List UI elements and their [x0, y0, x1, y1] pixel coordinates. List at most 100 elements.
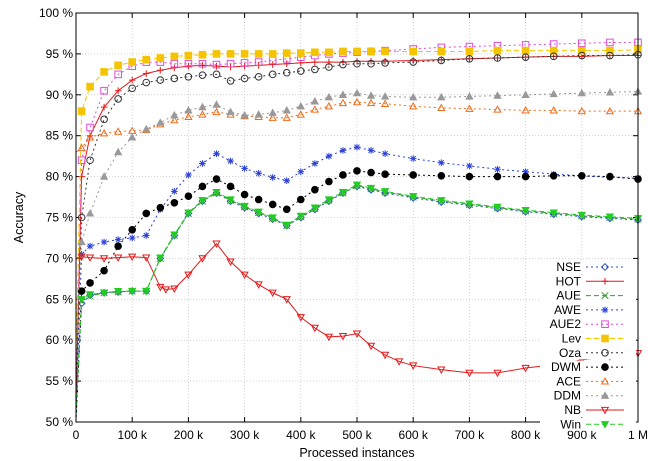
series-aue2-point	[170, 59, 179, 68]
legend-marker-nb	[600, 406, 610, 415]
series-awe-point	[409, 155, 417, 162]
series-win-point	[128, 287, 137, 296]
legend-marker-dwm	[601, 363, 609, 371]
y-tick-label: 70 %	[46, 251, 74, 265]
series-dwm-point	[367, 168, 375, 177]
series-oza-point	[86, 156, 94, 165]
series-lev-point	[226, 50, 235, 58]
series-aue2-point	[114, 70, 122, 79]
series-aue2-point	[100, 86, 108, 95]
series-lev-point	[282, 49, 291, 57]
series-ddm-point	[142, 124, 151, 133]
series-lev-point	[409, 47, 417, 56]
series-ace-point	[409, 101, 418, 110]
series-awe-point	[522, 168, 529, 175]
series-ace-point	[549, 106, 558, 114]
legend-marker-aue2	[601, 320, 609, 328]
x-tick-label: 400 k	[286, 428, 316, 442]
series-awe-point	[367, 147, 375, 154]
series-win-point	[282, 221, 291, 230]
series-hot-point	[185, 62, 192, 70]
series-ddm-point	[268, 108, 277, 116]
series-hot-point	[114, 87, 122, 95]
legend-label-aue: AUE	[556, 289, 581, 303]
series-lev-point	[86, 82, 94, 91]
legend-label-awe: AWE	[554, 303, 581, 317]
legend-marker-win	[600, 421, 610, 429]
series-ddm-point	[212, 100, 221, 108]
legend-label-win: Win	[560, 417, 581, 431]
series-nb-point	[156, 283, 165, 292]
series-hot-point	[466, 55, 473, 63]
legend-marker-nse	[600, 262, 610, 272]
series-win-point	[226, 196, 235, 204]
series-awe-point	[199, 160, 206, 167]
series-ace-point	[282, 113, 291, 121]
legend-label-nb: NB	[564, 403, 581, 417]
series-dwm-point	[353, 167, 361, 175]
x-axis-title: Processed instances	[299, 446, 414, 460]
series-nb-point	[128, 253, 137, 262]
series-hot-point	[199, 62, 206, 69]
series-awe-line	[75, 146, 639, 410]
series-oza-point	[77, 213, 86, 222]
series-win-point	[352, 181, 362, 190]
series-ace-point	[338, 98, 348, 107]
series-awe-point	[283, 177, 291, 184]
series-awe-point	[325, 152, 333, 160]
series-dwm-point	[521, 172, 530, 181]
series-nb-point	[282, 296, 291, 304]
legend-label-dwm: DWM	[551, 360, 581, 374]
series-win-point	[577, 211, 586, 220]
series-oza-line	[75, 54, 639, 390]
series-ddm-point	[437, 92, 446, 101]
series-nb-point	[142, 254, 151, 262]
series-oza-point	[297, 67, 305, 75]
series-lev-point	[381, 47, 389, 56]
legend-item-nse: NSE	[540, 260, 636, 274]
series-nb-point	[310, 324, 319, 333]
series-win-point	[324, 196, 334, 204]
series-awe-point	[353, 143, 361, 151]
series-ddm-point	[549, 89, 558, 98]
series-dwm-point	[77, 287, 86, 295]
series-oza-point	[606, 51, 614, 60]
series-win-point	[240, 202, 249, 211]
series-awe-point	[311, 160, 319, 167]
series-win-point	[77, 296, 86, 304]
legend-item-aue2: AUE2	[540, 317, 636, 331]
series-ddm-point	[465, 92, 474, 100]
series-ace-point	[380, 99, 390, 107]
series-lev-point	[268, 50, 277, 58]
series-dwm-point	[381, 170, 389, 178]
series-awe-point	[213, 150, 220, 157]
series-hot-point	[100, 103, 108, 111]
series-awe-point	[114, 236, 122, 243]
series-ddm-point	[156, 118, 165, 126]
series-ace-line	[75, 101, 638, 153]
axis-ticks: 50 % 55 % 60 % 65 % 70 % 75 % 80 % 85 % 90 % 95 %…	[39, 6, 648, 442]
legend-item-dwm: DWM	[540, 360, 636, 374]
series-nb-point	[85, 254, 95, 262]
y-tick-label: 75 %	[46, 211, 74, 225]
series-dwm-point	[240, 190, 249, 199]
series-ace-point	[324, 101, 334, 110]
series-ddm-point	[380, 92, 390, 100]
series-dwm-point	[549, 171, 558, 180]
series-oza-point	[521, 53, 530, 61]
series-lev-point	[114, 61, 122, 70]
series-lev-point	[198, 50, 207, 59]
series-lev-point	[297, 49, 305, 57]
series-dwm-point	[114, 242, 122, 250]
x-tick-label: 700 k	[455, 428, 485, 442]
series-ace-point	[184, 112, 193, 121]
series-ddm-point	[521, 90, 530, 98]
series-lev-point	[437, 47, 446, 56]
legend-item-hot: HOT	[540, 274, 636, 288]
series-lev-point	[367, 47, 375, 56]
series-awe-point	[227, 157, 234, 165]
series-ddm-point	[605, 88, 615, 96]
series-win-point	[254, 208, 263, 217]
series-ace-point	[366, 98, 376, 107]
